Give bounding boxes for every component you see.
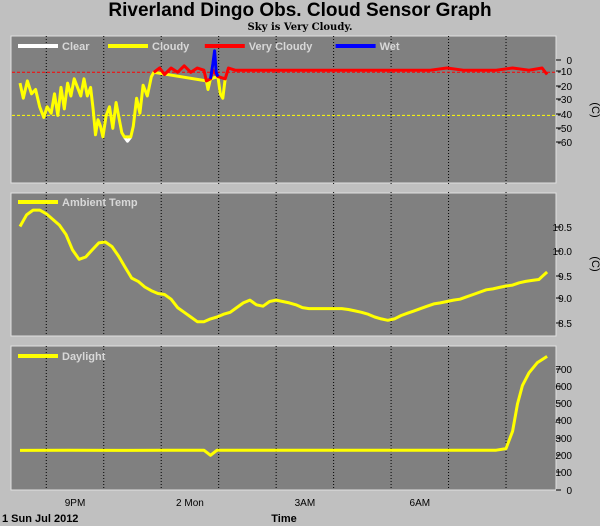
x-tick-labels: 9PM 2 Mon 3AM 6AM (65, 498, 430, 509)
y-tick-label: 400 (555, 416, 572, 427)
legend-label: Daylight (62, 351, 106, 363)
legend-label: Clear (62, 41, 90, 53)
y-tick-labels: 0-10-20-30-40-50-6010.510.09.59.08.57006… (553, 56, 573, 497)
y-tick-label: 10.0 (553, 247, 573, 258)
legend-label: Wet (380, 41, 400, 53)
daylight-panel (10, 345, 557, 491)
y-tick-label: -20 (558, 82, 573, 93)
y-tick-label: 600 (555, 382, 572, 393)
x-tick-label: 6AM (410, 498, 431, 509)
data-lines (18, 49, 549, 457)
y-tick-label: 200 (555, 451, 572, 462)
grid-lines (45, 36, 507, 490)
legend-label: Very Cloudy (249, 41, 313, 53)
y-tick-label: 9.5 (558, 272, 572, 283)
series-line-daylight (19, 355, 548, 457)
series-line-cloudy (18, 70, 227, 139)
x-tick-label: 2 Mon (176, 498, 204, 509)
series-line-wet (209, 49, 220, 80)
y-tick-label: 9.0 (558, 294, 572, 305)
y-tick-label: -30 (558, 95, 573, 106)
x-tick-label: 9PM (65, 498, 86, 509)
legend-label: Ambient Temp (62, 197, 138, 209)
y-tick-label: 8.5 (558, 319, 572, 330)
ambient-panel (10, 192, 557, 337)
date-label: 1 Sun Jul 2012 (2, 513, 78, 525)
legends: Clear Cloudy Very Cloudy Wet Ambient Temp Day… (18, 41, 400, 363)
y-tick-label: 700 (555, 365, 572, 376)
time-axis-label: Time (271, 513, 296, 525)
y-tick-label: 10.5 (553, 223, 573, 234)
y-tick-label: 100 (555, 468, 572, 479)
y-tick-label: -10 (558, 67, 573, 78)
ambient-unit-label: (C) (589, 256, 600, 271)
page-title: Riverland Dingo Obs. Cloud Sensor Graph (108, 0, 492, 21)
threshold-lines (12, 71, 555, 116)
y-tick-label: 500 (555, 399, 572, 410)
y-tick-label: 0 (566, 56, 572, 67)
y-tick-label: -60 (558, 138, 573, 149)
y-tick-label: 0 (566, 486, 572, 497)
sky-status: Sky is Very Cloudy. (247, 22, 353, 33)
cloud-panel (10, 35, 557, 184)
series-line-ambient-temp (18, 208, 549, 324)
y-tick-label: 300 (555, 434, 572, 445)
y-tick-label: -40 (558, 110, 573, 121)
cloud-unit-label: (C) (589, 102, 600, 117)
x-tick-label: 3AM (295, 498, 316, 509)
series-line-very-cloudy (152, 64, 549, 83)
legend-label: Cloudy (152, 41, 190, 53)
y-tick-label: -50 (558, 124, 573, 135)
